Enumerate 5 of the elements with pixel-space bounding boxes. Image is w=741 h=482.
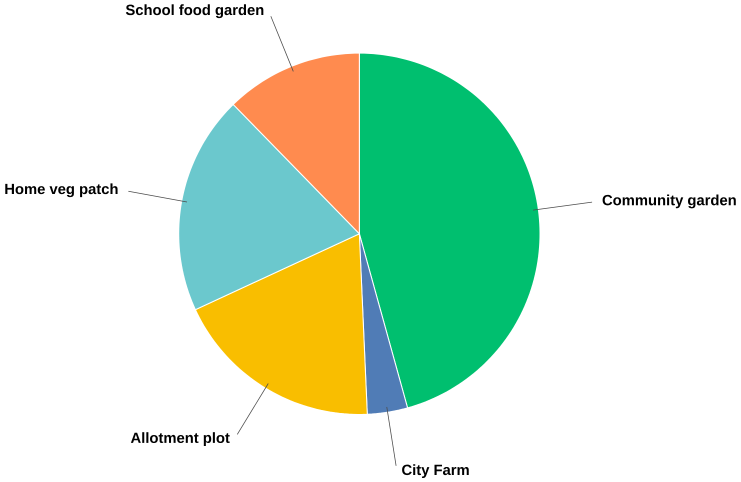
slice-label: City Farm — [402, 464, 469, 478]
slice-label: Community garden — [602, 194, 736, 208]
slice-label: Home veg patch — [5, 183, 118, 198]
slice-label: Allotment plot — [130, 432, 230, 446]
slice-label: School food garden — [126, 4, 264, 18]
